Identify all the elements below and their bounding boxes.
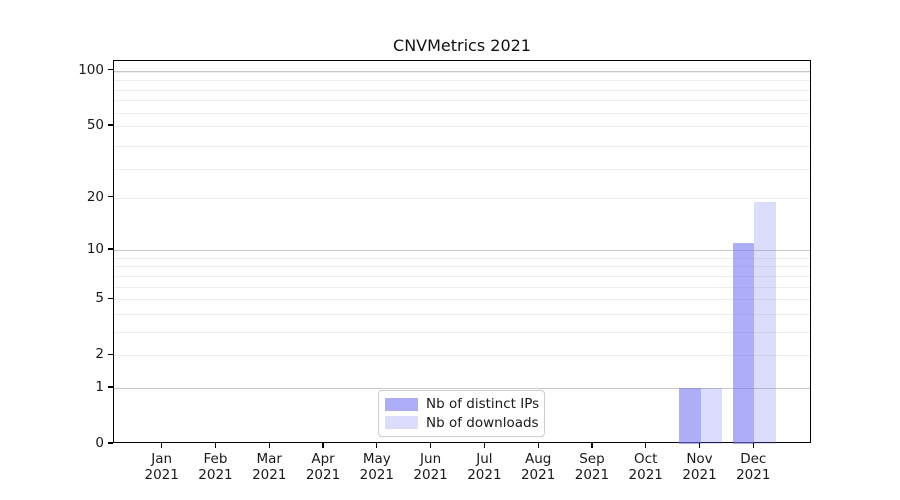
y-tick-mark	[108, 386, 113, 388]
y-tick-label: 0	[95, 435, 104, 451]
y-tick-label: 50	[86, 117, 104, 134]
y-tick-mark	[108, 442, 113, 444]
legend: Nb of distinct IPs Nb of downloads	[378, 390, 545, 437]
bar-nov-downloads	[700, 387, 722, 444]
y-tick-mark	[108, 248, 113, 250]
x-tick-label-mar: Mar 2021	[252, 451, 287, 483]
minor-gridline	[114, 299, 810, 301]
minor-gridline	[114, 71, 810, 73]
y-tick-label: 20	[86, 188, 104, 205]
x-tick-mark	[537, 443, 539, 448]
plot-area	[113, 60, 811, 444]
legend-swatch-icon	[385, 397, 418, 411]
major-gridline	[114, 70, 810, 72]
minor-gridline	[114, 313, 810, 315]
legend-item: Nb of distinct IPs	[385, 395, 540, 414]
x-tick-mark	[752, 443, 754, 448]
legend-label: Nb of distinct IPs	[426, 396, 540, 413]
legend-swatch-icon	[385, 416, 418, 430]
major-gridline	[114, 387, 810, 389]
x-tick-mark	[645, 443, 647, 448]
x-tick-mark	[376, 443, 378, 448]
x-tick-label-dec: Dec 2021	[736, 451, 771, 483]
minor-gridline	[114, 355, 810, 357]
bar-nov-distinct-ips	[679, 387, 701, 444]
x-tick-mark	[214, 443, 217, 448]
x-tick-mark	[698, 443, 701, 448]
legend-label: Nb of downloads	[426, 414, 539, 431]
x-tick-mark	[322, 443, 324, 448]
minor-gridline	[114, 80, 810, 82]
minor-gridline	[114, 89, 810, 91]
x-tick-mark	[483, 443, 485, 448]
x-tick-label-jun: Jun 2021	[413, 451, 448, 483]
x-tick-label-apr: Apr 2021	[305, 451, 341, 483]
x-tick-label-feb: Feb 2021	[198, 451, 233, 483]
x-tick-label-nov: Nov 2021	[682, 451, 717, 483]
y-tick-label: 10	[86, 241, 104, 258]
y-tick-mark	[108, 69, 113, 71]
minor-gridline	[114, 266, 810, 268]
y-tick-label: 1	[95, 378, 104, 395]
minor-gridline	[114, 168, 810, 170]
minor-gridline	[114, 286, 810, 288]
legend-item: Nb of downloads	[385, 414, 539, 433]
minor-gridline	[114, 257, 810, 259]
y-tick-mark	[108, 196, 113, 198]
y-tick-mark	[108, 297, 113, 299]
x-tick-label-may: May 2021	[359, 451, 394, 483]
x-tick-mark	[161, 443, 163, 448]
x-tick-mark	[591, 443, 593, 448]
minor-gridline	[114, 331, 810, 333]
y-tick-label: 2	[95, 346, 104, 363]
major-gridline	[114, 250, 810, 252]
minor-gridline	[114, 197, 810, 199]
x-tick-mark	[430, 443, 432, 448]
x-tick-label-jul: Jul 2021	[467, 451, 502, 483]
x-tick-label-sep: Sep 2021	[574, 451, 610, 483]
y-tick-label: 100	[78, 61, 104, 78]
minor-gridline	[114, 275, 810, 277]
minor-gridline	[114, 145, 810, 147]
x-tick-label-jan: Jan 2021	[144, 451, 179, 483]
x-tick-mark	[268, 443, 270, 448]
x-tick-label-aug: Aug 2021	[520, 451, 556, 483]
minor-gridline	[114, 100, 810, 102]
chart-title: CNVMetrics 2021	[393, 36, 531, 55]
y-tick-mark	[108, 124, 113, 126]
y-tick-mark	[108, 353, 113, 355]
bar-dec-distinct-ips	[732, 243, 755, 444]
minor-gridline	[114, 126, 810, 128]
minor-gridline	[114, 112, 810, 114]
bar-dec-downloads	[754, 201, 776, 444]
y-tick-label: 5	[95, 290, 104, 307]
x-tick-label-oct: Oct 2021	[628, 451, 663, 483]
